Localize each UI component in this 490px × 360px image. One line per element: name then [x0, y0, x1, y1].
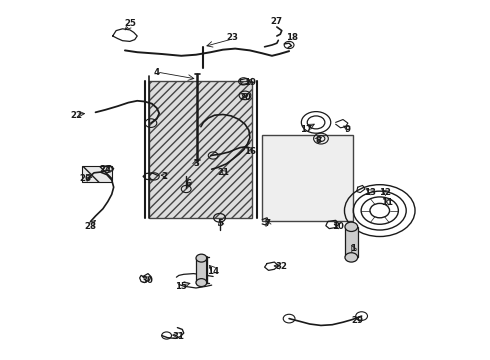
- Bar: [149, 81, 252, 218]
- Text: 6: 6: [186, 179, 192, 188]
- Text: 30: 30: [141, 276, 153, 285]
- Text: 4: 4: [154, 68, 160, 77]
- Text: 27: 27: [271, 17, 283, 26]
- Text: 20: 20: [239, 93, 251, 102]
- Text: 9: 9: [345, 125, 351, 134]
- Text: 10: 10: [332, 222, 344, 231]
- Text: 1: 1: [350, 244, 356, 253]
- Text: 7: 7: [264, 220, 270, 229]
- Text: 28: 28: [85, 222, 97, 231]
- Text: 5: 5: [218, 220, 223, 229]
- Text: 8: 8: [316, 136, 321, 145]
- Bar: [82, 166, 112, 182]
- Circle shape: [345, 222, 358, 231]
- Bar: [196, 258, 207, 283]
- Text: 21: 21: [217, 168, 229, 177]
- Text: 14: 14: [207, 267, 219, 276]
- Text: 16: 16: [244, 147, 256, 156]
- Bar: [262, 135, 353, 221]
- Text: 23: 23: [227, 33, 239, 42]
- Text: 12: 12: [379, 188, 391, 197]
- Text: 32: 32: [276, 262, 288, 271]
- Text: 22: 22: [70, 111, 82, 120]
- Text: 26: 26: [80, 174, 92, 183]
- Text: 11: 11: [381, 198, 393, 207]
- Text: 25: 25: [124, 19, 136, 28]
- Bar: [345, 227, 358, 257]
- Text: 15: 15: [175, 282, 187, 291]
- Text: 18: 18: [286, 33, 297, 42]
- Text: 2: 2: [161, 172, 167, 181]
- Text: 17: 17: [300, 125, 312, 134]
- Text: 3: 3: [193, 159, 199, 168]
- Circle shape: [196, 254, 207, 262]
- Circle shape: [196, 279, 207, 287]
- Circle shape: [345, 253, 358, 262]
- Text: 13: 13: [364, 188, 376, 197]
- Text: 29: 29: [352, 316, 364, 325]
- Text: 31: 31: [173, 332, 185, 341]
- Text: 19: 19: [244, 78, 256, 87]
- Text: 24: 24: [99, 165, 111, 174]
